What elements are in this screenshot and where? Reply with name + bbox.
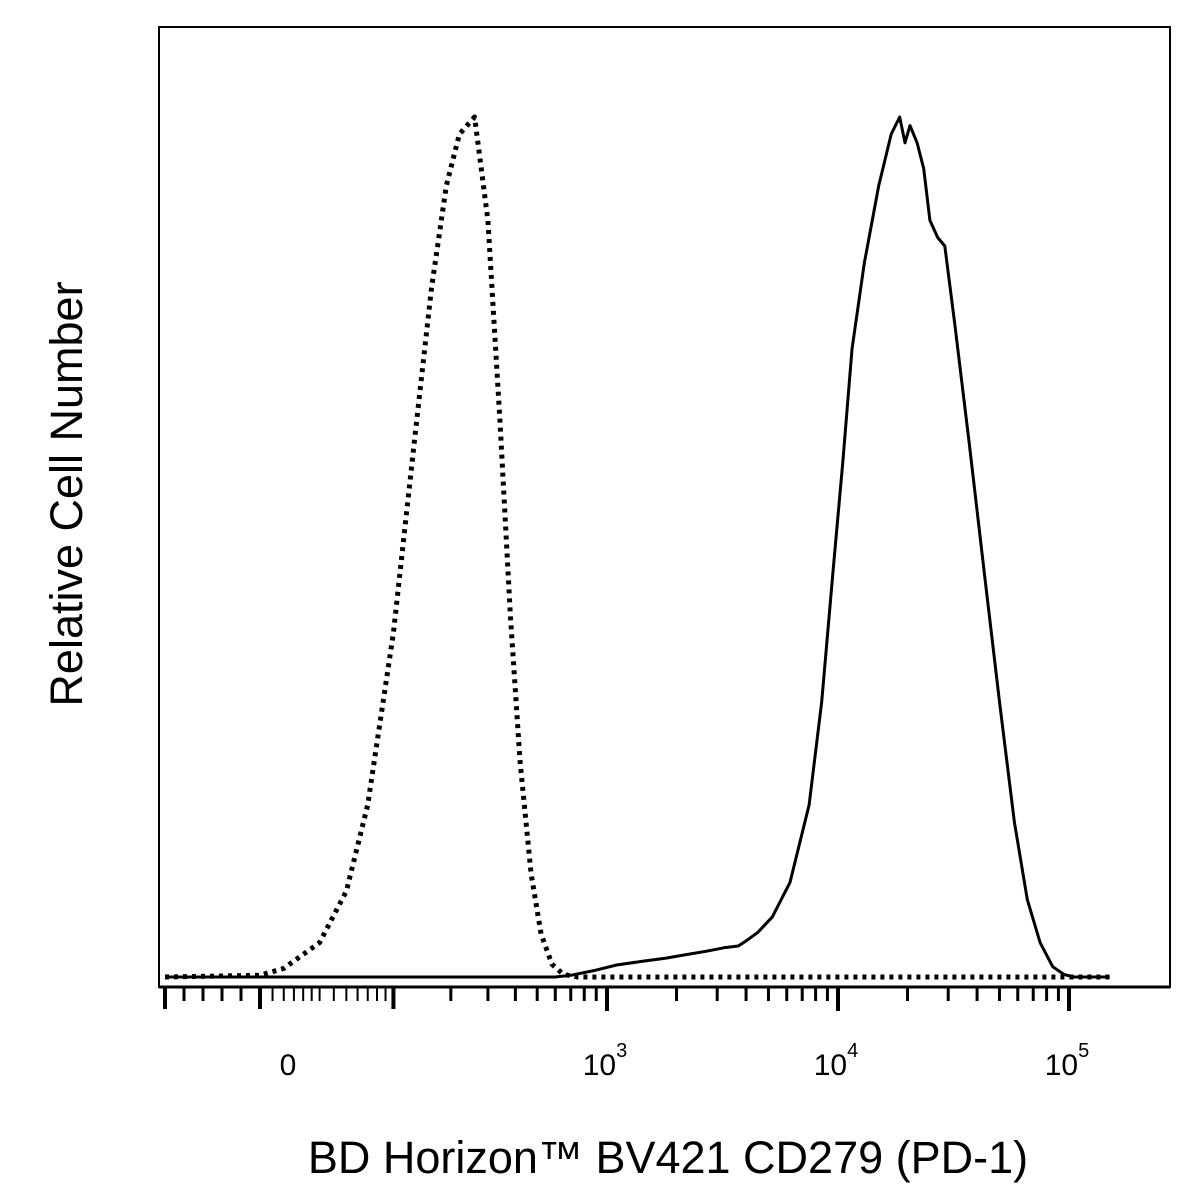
x-axis-tick-labels: 0 103 104 105: [280, 1040, 1090, 1082]
series-dotted-line: [164, 114, 1110, 980]
x-tick-label-2: 104: [814, 1040, 859, 1082]
x-axis-title: BD Horizon™ BV421 CD279 (PD-1): [308, 1132, 1028, 1183]
series-layer: [164, 114, 1110, 980]
x-axis-ticks: [163, 987, 1071, 1011]
x-tick-label-0: 0: [280, 1049, 297, 1082]
series-solid-line: [165, 115, 1110, 979]
x-tick-label-3: 105: [1045, 1040, 1090, 1082]
y-axis-title: Relative Cell Number: [41, 281, 92, 706]
x-tick-label-1: 103: [583, 1040, 628, 1082]
